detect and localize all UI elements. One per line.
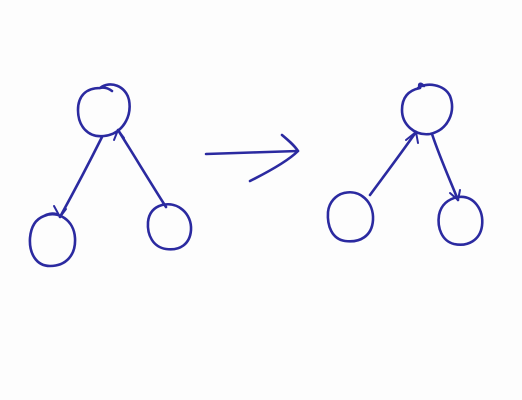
tree-after-right-child-node: [437, 195, 484, 246]
tree-before-arrowhead-root: [113, 129, 125, 141]
transition-arrow-head: [248, 133, 300, 183]
tree-after-edge-left-to-root: [368, 130, 418, 197]
tree-after-arrowhead-right: [449, 189, 461, 201]
tree-before-root-node: [76, 83, 131, 138]
tree-after: [326, 82, 484, 246]
transition-arrow-shaft: [204, 149, 300, 156]
tree-after-edge-root-to-right: [430, 132, 460, 202]
tree-before-left-child-node: [28, 212, 77, 268]
transition-arrow: [204, 133, 300, 183]
tree-before-arrowhead-left: [53, 205, 67, 218]
tree-before-edge-right-to-root: [116, 128, 168, 209]
tree-after-root-node: [400, 82, 454, 136]
tree-after-left-child-node: [326, 190, 375, 243]
tree-before: [28, 83, 193, 268]
tree-after-arrowhead-root: [405, 131, 419, 144]
tree-before-right-child-node: [146, 202, 193, 251]
tree-before-edge-root-to-left: [58, 135, 104, 219]
